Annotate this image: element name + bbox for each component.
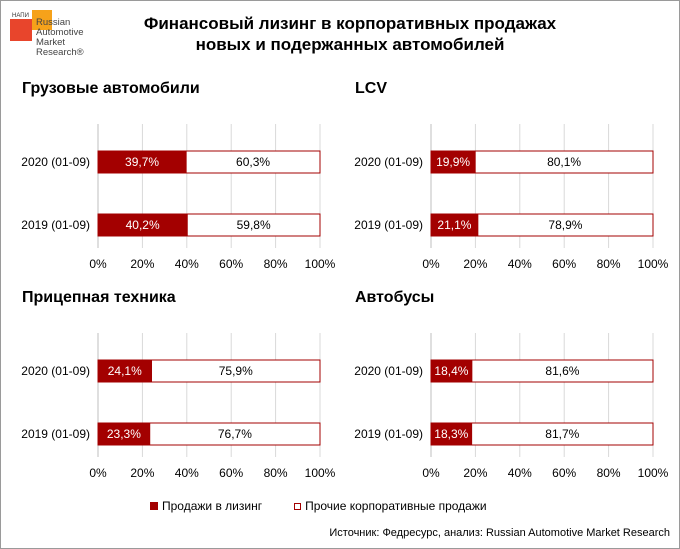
x-tick-label: 80% xyxy=(264,466,288,480)
panel-trucks: Грузовые автомобили 0% 20% 40% 60% 80% 100% 20… xyxy=(21,80,342,280)
bar-segment xyxy=(471,359,654,383)
source-note: Источник: Федресурс, анализ: Russian Aut… xyxy=(329,527,670,539)
legend-label-leasing: Продажи в лизинг xyxy=(162,499,263,513)
x-tick-label: 100% xyxy=(305,466,336,480)
data-label: 76,7% xyxy=(218,427,252,441)
x-tick-label: 40% xyxy=(175,466,199,480)
x-tick-label: 20% xyxy=(463,466,487,480)
panel-trailers: Прицепная техника 0% 20% 40% 60% 80% 100% 2020… xyxy=(21,289,342,489)
bar-segment xyxy=(474,150,654,174)
company-logo: НАПИ Russian Automotive Market Research® xyxy=(10,10,96,66)
data-label: 59,8% xyxy=(237,218,271,232)
legend-swatch-other xyxy=(294,502,302,510)
bar-segment xyxy=(149,422,321,446)
x-tick-label: 60% xyxy=(552,257,576,271)
legend: Продажи в лизинг Прочие корпоративные пр… xyxy=(150,499,487,513)
x-tick-label: 40% xyxy=(508,257,532,271)
bar-segment xyxy=(186,213,321,237)
x-tick-label: 100% xyxy=(305,257,336,271)
x-tick-label: 0% xyxy=(422,257,440,271)
x-tick-label: 100% xyxy=(638,257,669,271)
bar-segment xyxy=(471,422,654,446)
panel-title: Автобусы xyxy=(355,289,435,306)
panel-chart: 0% 20% 40% 60% 80% 100% 2020 (01-09) 18,4% 81,6%… xyxy=(354,333,669,480)
logo-abbr: НАПИ xyxy=(12,13,29,19)
data-label: 81,6% xyxy=(545,364,579,378)
data-label: 80,1% xyxy=(547,155,581,169)
category-label: 2020 (01-09) xyxy=(21,155,90,169)
category-label: 2019 (01-09) xyxy=(354,427,423,441)
chart-title: Финансовый лизинг в корпоративных продаж… xyxy=(110,13,590,55)
panel-buses: Автобусы 0% 20% 40% 60% 80% 100% 2020 (01-09) 1… xyxy=(354,289,675,489)
x-tick-label: 40% xyxy=(175,257,199,271)
x-tick-label: 80% xyxy=(264,257,288,271)
chart-title-line2: новых и подержанных автомобилей xyxy=(195,35,505,54)
category-label: 2020 (01-09) xyxy=(354,364,423,378)
x-tick-label: 40% xyxy=(508,466,532,480)
x-tick-label: 80% xyxy=(597,466,621,480)
legend-swatch-leasing xyxy=(150,502,158,510)
logo-name: Russian Automotive Market Research® xyxy=(36,17,84,58)
logo-red-square xyxy=(10,19,32,41)
x-tick-label: 60% xyxy=(219,466,243,480)
data-label: 21,1% xyxy=(437,218,471,232)
panel-title: LCV xyxy=(355,80,387,97)
data-label: 19,9% xyxy=(436,155,470,169)
data-label: 78,9% xyxy=(548,218,582,232)
category-label: 2019 (01-09) xyxy=(21,427,90,441)
x-tick-label: 20% xyxy=(130,466,154,480)
panel-chart: 0% 20% 40% 60% 80% 100% 2020 (01-09) 39,7% 60,3%… xyxy=(21,124,336,271)
legend-label-other: Прочие корпоративные продажи xyxy=(305,499,487,513)
panel-lcv: LCV 0% 20% 40% 60% 80% 100% 2020 (01-09) 19,9% 8… xyxy=(354,80,675,280)
data-label: 40,2% xyxy=(126,218,160,232)
x-tick-label: 60% xyxy=(219,257,243,271)
data-label: 18,3% xyxy=(434,427,468,441)
legend-item-leasing: Продажи в лизинг xyxy=(150,499,262,513)
logo-orange-square xyxy=(32,10,52,30)
x-tick-label: 60% xyxy=(552,466,576,480)
data-label: 39,7% xyxy=(125,155,159,169)
panel-title: Грузовые автомобили xyxy=(22,80,200,97)
bar-segment xyxy=(151,359,321,383)
data-label: 60,3% xyxy=(236,155,270,169)
legend-item-other: Прочие корпоративные продажи xyxy=(294,499,487,513)
category-label: 2020 (01-09) xyxy=(354,155,423,169)
panel-chart: 0% 20% 40% 60% 80% 100% 2020 (01-09) 19,9% 80,1%… xyxy=(354,124,669,271)
data-label: 81,7% xyxy=(545,427,579,441)
category-label: 2019 (01-09) xyxy=(21,218,90,232)
bar-segment xyxy=(185,150,321,174)
x-tick-label: 0% xyxy=(89,257,107,271)
chart-title-line1: Финансовый лизинг в корпоративных продаж… xyxy=(143,14,557,33)
panel-chart: 0% 20% 40% 60% 80% 100% 2020 (01-09) 24,1% 75,9%… xyxy=(21,333,336,480)
category-label: 2020 (01-09) xyxy=(21,364,90,378)
data-label: 75,9% xyxy=(219,364,253,378)
x-tick-label: 0% xyxy=(422,466,440,480)
x-tick-label: 80% xyxy=(597,257,621,271)
x-tick-label: 20% xyxy=(463,257,487,271)
x-tick-label: 100% xyxy=(638,466,669,480)
panel-title: Прицепная техника xyxy=(22,289,176,306)
data-label: 23,3% xyxy=(107,427,141,441)
category-label: 2019 (01-09) xyxy=(354,218,423,232)
x-tick-label: 20% xyxy=(130,257,154,271)
bar-segment xyxy=(477,213,654,237)
data-label: 18,4% xyxy=(434,364,468,378)
x-tick-label: 0% xyxy=(89,466,107,480)
data-label: 24,1% xyxy=(108,364,142,378)
